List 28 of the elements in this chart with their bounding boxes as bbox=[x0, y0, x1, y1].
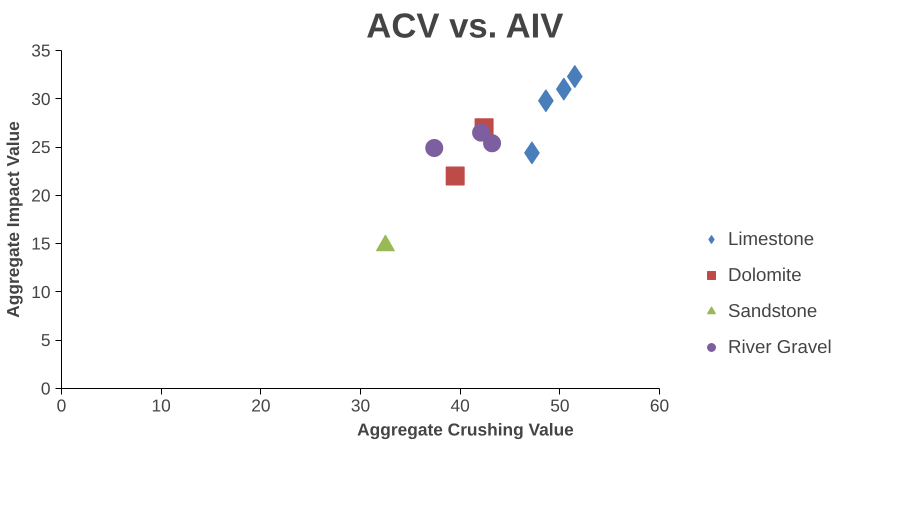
point bbox=[483, 134, 502, 152]
y-tick-label: 10 bbox=[31, 282, 51, 302]
point bbox=[566, 65, 583, 88]
chart-title: ACV vs. AIV bbox=[366, 8, 564, 46]
x-tick-label: 30 bbox=[350, 396, 370, 416]
x-tick-label: 40 bbox=[450, 396, 470, 416]
y-tick-label: 20 bbox=[31, 185, 51, 206]
y-tick-label: 25 bbox=[31, 137, 51, 158]
x-tick-label: 20 bbox=[251, 396, 270, 416]
legend-label: Dolomite bbox=[728, 264, 802, 286]
x-tick-label: 50 bbox=[550, 396, 570, 416]
legend-label: Sandstone bbox=[728, 300, 818, 322]
y-tick-label: 15 bbox=[31, 234, 51, 254]
legend-label: Limestone bbox=[728, 228, 814, 250]
y-tick-label: 5 bbox=[40, 330, 51, 350]
y-tick-label: 30 bbox=[31, 88, 51, 109]
x-tick-label: 10 bbox=[152, 396, 171, 416]
x-tick-label: 60 bbox=[650, 396, 670, 416]
y-tick-label: 0 bbox=[40, 378, 51, 398]
x-axis-title: Aggregate Crushing Value bbox=[357, 420, 574, 440]
point bbox=[472, 124, 490, 142]
x-tick-label: 0 bbox=[56, 396, 66, 416]
legend-label: River Gravel bbox=[728, 336, 832, 358]
point bbox=[446, 166, 465, 186]
point bbox=[425, 139, 444, 158]
y-tick-label: 35 bbox=[31, 40, 51, 60]
point bbox=[556, 78, 572, 101]
y-axis-title: Aggregate Impact Value bbox=[3, 120, 24, 318]
